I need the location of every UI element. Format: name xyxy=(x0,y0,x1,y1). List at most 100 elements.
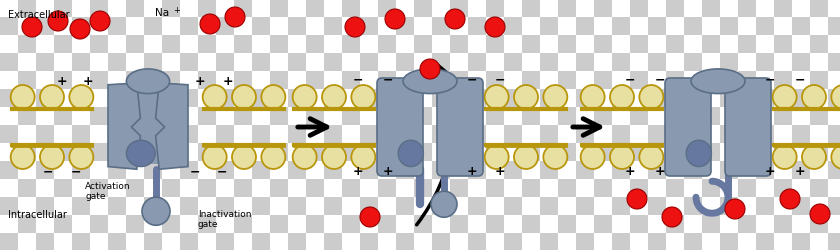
Bar xyxy=(342,108,360,126)
Bar xyxy=(378,54,396,72)
Bar xyxy=(576,18,594,36)
Bar xyxy=(72,54,90,72)
Bar xyxy=(324,90,342,108)
Bar xyxy=(792,179,810,197)
Bar xyxy=(306,54,324,72)
Bar xyxy=(810,197,828,215)
Bar xyxy=(360,36,378,54)
Bar xyxy=(54,233,72,250)
Bar xyxy=(252,90,270,108)
Bar xyxy=(216,108,234,126)
Bar xyxy=(702,90,720,108)
Bar xyxy=(342,144,360,161)
Bar xyxy=(612,90,630,108)
Bar xyxy=(576,108,594,126)
Bar xyxy=(612,233,630,250)
Bar xyxy=(486,197,504,215)
Bar xyxy=(288,126,306,144)
Bar xyxy=(72,72,90,90)
Bar xyxy=(198,36,216,54)
Bar xyxy=(378,18,396,36)
Bar xyxy=(702,72,720,90)
Bar xyxy=(324,126,342,144)
Bar xyxy=(810,108,828,126)
Circle shape xyxy=(780,189,800,209)
Bar xyxy=(756,233,774,250)
Bar xyxy=(648,54,666,72)
Text: Na: Na xyxy=(155,8,169,18)
Bar xyxy=(756,0,774,18)
Bar xyxy=(360,197,378,215)
Bar xyxy=(468,233,486,250)
Bar xyxy=(612,197,630,215)
Bar xyxy=(594,36,612,54)
Bar xyxy=(810,144,828,161)
Bar xyxy=(396,0,414,18)
Circle shape xyxy=(11,86,34,110)
Bar xyxy=(90,36,108,54)
Bar xyxy=(504,0,522,18)
Bar xyxy=(234,36,252,54)
Bar xyxy=(324,72,342,90)
Bar xyxy=(720,90,738,108)
Bar xyxy=(522,144,540,161)
Bar xyxy=(270,126,288,144)
Bar xyxy=(738,179,756,197)
Bar xyxy=(252,72,270,90)
Bar xyxy=(324,18,342,36)
Bar xyxy=(270,233,288,250)
Bar xyxy=(90,108,108,126)
Bar xyxy=(450,215,468,233)
Text: Intracellular: Intracellular xyxy=(8,209,67,219)
Bar xyxy=(774,144,792,161)
Circle shape xyxy=(832,86,840,110)
Bar xyxy=(576,215,594,233)
Bar xyxy=(756,108,774,126)
Bar xyxy=(450,108,468,126)
Bar xyxy=(90,54,108,72)
Bar xyxy=(324,233,342,250)
Bar xyxy=(756,36,774,54)
Bar xyxy=(234,144,252,161)
Bar xyxy=(36,179,54,197)
Bar xyxy=(72,144,90,161)
Bar xyxy=(594,161,612,179)
Bar xyxy=(396,197,414,215)
Bar xyxy=(522,215,540,233)
Bar xyxy=(324,144,342,161)
Bar xyxy=(594,233,612,250)
Bar xyxy=(360,90,378,108)
Bar xyxy=(90,0,108,18)
Text: −: − xyxy=(43,165,53,178)
Bar xyxy=(198,233,216,250)
Bar xyxy=(180,90,198,108)
Bar xyxy=(486,179,504,197)
Text: +: + xyxy=(795,165,806,178)
Bar xyxy=(666,18,684,36)
Bar xyxy=(702,144,720,161)
Bar xyxy=(432,126,450,144)
Bar xyxy=(18,215,36,233)
Bar xyxy=(90,197,108,215)
Bar xyxy=(756,215,774,233)
Bar xyxy=(576,179,594,197)
Bar xyxy=(666,108,684,126)
Bar xyxy=(270,144,288,161)
Bar xyxy=(216,197,234,215)
Bar xyxy=(306,233,324,250)
Bar xyxy=(216,144,234,161)
Bar xyxy=(288,0,306,18)
Bar xyxy=(306,197,324,215)
Bar xyxy=(306,0,324,18)
Bar xyxy=(252,108,270,126)
Bar xyxy=(54,215,72,233)
Bar xyxy=(720,0,738,18)
Bar xyxy=(216,18,234,36)
Bar xyxy=(324,197,342,215)
Bar xyxy=(828,215,840,233)
Bar xyxy=(540,197,558,215)
Bar xyxy=(666,90,684,108)
Bar xyxy=(522,233,540,250)
Bar xyxy=(702,215,720,233)
Bar xyxy=(18,108,36,126)
